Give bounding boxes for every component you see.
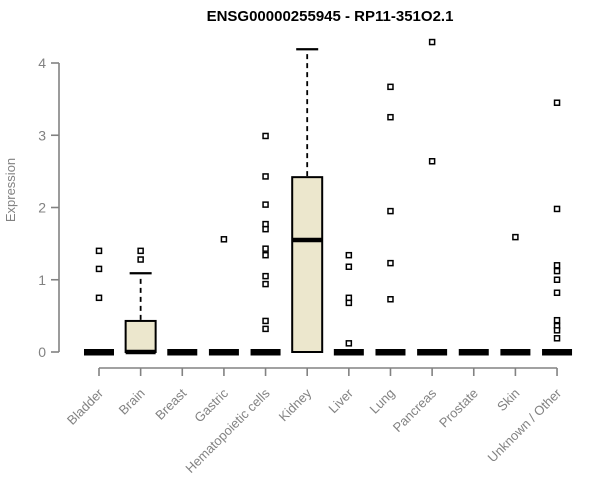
- outlier-point: [262, 317, 269, 325]
- outlier-point: [428, 38, 436, 46]
- outlier-point: [262, 201, 269, 208]
- y-axis-label: Expression: [3, 158, 18, 222]
- outlier-point: [262, 132, 269, 140]
- zero-bar: [167, 349, 198, 356]
- outlier-point: [262, 325, 269, 333]
- outlier-point: [387, 207, 394, 215]
- outlier-point: [553, 205, 561, 213]
- x-category-label: Prostate: [436, 386, 481, 431]
- outlier-point: [387, 296, 394, 303]
- outlier-point: [345, 263, 353, 270]
- y-tick-label: 4: [38, 55, 46, 71]
- outlier-point: [553, 327, 561, 334]
- outlier-point: [262, 220, 269, 228]
- zero-bar: [417, 349, 448, 356]
- outlier-point: [262, 280, 269, 288]
- outlier-point: [553, 289, 561, 297]
- outlier-point: [262, 251, 269, 259]
- y-tick-label: 2: [38, 200, 46, 216]
- outlier-point: [387, 113, 394, 121]
- outlier-point: [262, 245, 269, 252]
- x-category-label: Lung: [367, 386, 398, 417]
- outlier-point: [262, 173, 269, 180]
- zero-bar: [208, 349, 239, 356]
- chart-title: ENSG00000255945 - RP11-351O2.1: [207, 8, 454, 25]
- outlier-point: [553, 335, 561, 342]
- zero-bar: [500, 349, 531, 356]
- outlier-point: [553, 316, 561, 324]
- x-category-label: Pancreas: [390, 385, 440, 435]
- x-category-label: Brain: [116, 386, 148, 418]
- outlier-point: [345, 294, 353, 302]
- x-category-label: Breast: [152, 385, 189, 422]
- outlier-point: [220, 236, 228, 243]
- zero-bar: [250, 349, 281, 356]
- outlier-point: [553, 276, 561, 283]
- outlier-point: [387, 83, 394, 91]
- outlier-point: [428, 158, 436, 165]
- outlier-point: [345, 251, 353, 259]
- zero-bar: [542, 349, 573, 356]
- zero-bar: [375, 349, 406, 356]
- box: [291, 176, 324, 353]
- x-category-label: Bladder: [64, 385, 107, 428]
- outlier-point: [553, 267, 561, 275]
- outlier-point: [262, 225, 269, 233]
- outlier-point: [387, 259, 394, 267]
- zero-bar: [333, 349, 364, 356]
- box: [124, 319, 157, 353]
- outlier-point: [553, 262, 561, 269]
- outlier-point: [553, 99, 561, 106]
- y-tick-label: 0: [38, 344, 46, 360]
- x-category-label: Kidney: [276, 385, 315, 424]
- x-category-label: Gastric: [191, 385, 231, 425]
- zero-bar: [458, 349, 489, 356]
- outlier-point: [262, 272, 269, 280]
- outlier-point: [512, 233, 519, 241]
- x-category-label: Unknown / Other: [485, 385, 565, 465]
- outlier-point: [345, 299, 353, 307]
- zero-bar: [84, 349, 114, 356]
- x-category-label: Liver: [325, 385, 356, 416]
- outlier-point: [137, 256, 144, 263]
- y-tick-label: 1: [38, 272, 46, 288]
- outlier-point: [345, 340, 353, 347]
- y-tick-label: 3: [38, 127, 46, 143]
- x-category-label: Skin: [494, 386, 522, 414]
- outlier-point: [95, 294, 103, 302]
- outlier-point: [95, 265, 103, 273]
- outlier-point: [95, 247, 103, 255]
- outlier-point: [137, 247, 144, 255]
